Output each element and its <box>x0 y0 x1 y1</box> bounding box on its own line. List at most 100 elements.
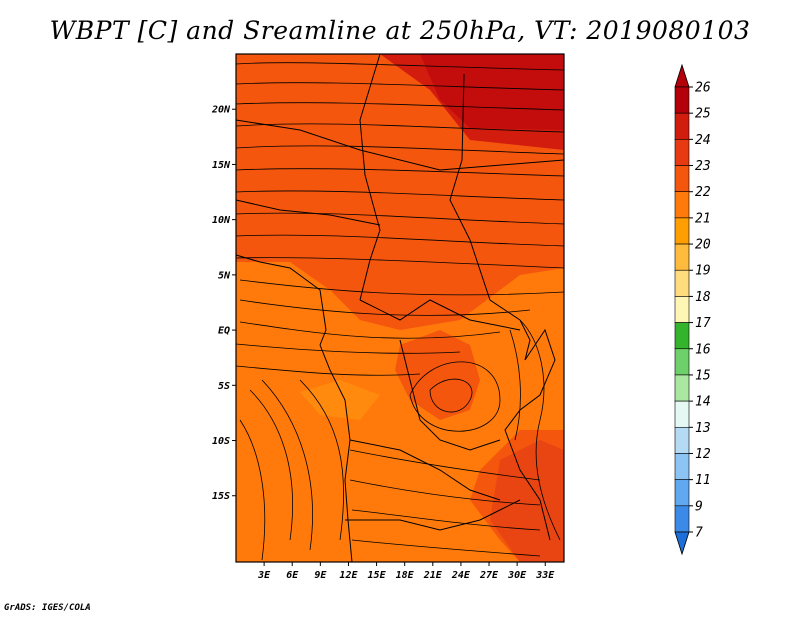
colorbar-label: 19 <box>695 264 711 279</box>
streamline <box>236 234 564 247</box>
colorbar-label: 18 <box>695 290 711 305</box>
streamline <box>351 539 541 557</box>
colorbar-swatch <box>674 453 690 480</box>
streamline <box>236 82 564 91</box>
lat-tick-label: 15N <box>212 160 231 171</box>
streamline-eddy <box>429 378 473 413</box>
colorbar-label: 9 <box>695 499 703 514</box>
colorbar-label: 25 <box>695 107 711 122</box>
colorbar-label: 15 <box>695 368 711 383</box>
streamline <box>236 257 564 269</box>
colorbar-swatch <box>674 269 690 297</box>
colorbar-label: 14 <box>695 395 711 410</box>
border-f <box>399 339 501 451</box>
colorbar-label: 24 <box>695 133 711 148</box>
border-b <box>449 73 521 321</box>
colorbar-swatch <box>674 243 690 271</box>
colorbar-label: 22 <box>695 185 711 200</box>
colorbar: 26 25 24 23 22 21 20 19 18 17 16 15 14 13 12 11 9 7 <box>674 63 711 556</box>
shade-21-patch <box>300 380 380 420</box>
streamline <box>239 321 501 339</box>
streamline <box>236 102 564 111</box>
colorbar-label: 12 <box>695 447 711 462</box>
colorbar-swatch <box>674 86 690 114</box>
colorbar-label: 23 <box>695 159 711 174</box>
colorbar-swatch <box>674 426 690 454</box>
lon-tick-label: 18E <box>396 570 415 581</box>
colorbar-swatch <box>674 296 690 323</box>
colorbar-label: 11 <box>695 473 711 488</box>
lon-tick-label: 21E <box>423 570 443 581</box>
colorbar-label: 13 <box>695 421 711 436</box>
streamline <box>239 419 266 561</box>
streamline <box>236 365 421 376</box>
lat-tick-label: 5N <box>218 270 231 281</box>
shade-25b <box>420 54 564 130</box>
shade-23-core <box>395 330 480 420</box>
colorbar-label: 21 <box>695 211 711 226</box>
streamline <box>236 62 564 71</box>
colorbar-swatch <box>674 139 690 166</box>
streamline <box>236 343 461 354</box>
border-h <box>345 499 521 531</box>
lon-tick-label: 15E <box>368 570 387 581</box>
border-e <box>359 299 521 331</box>
streamline-eddy <box>409 361 501 432</box>
colorbar-swatch <box>674 112 690 140</box>
wbpt-shading <box>236 54 564 562</box>
border-g <box>349 439 501 501</box>
lake-border <box>504 319 556 541</box>
shade-24-south <box>490 440 564 562</box>
colorbar-label: 20 <box>695 238 711 253</box>
lon-tick-label: 3E <box>257 570 271 581</box>
border-d <box>236 199 381 226</box>
streamline <box>236 145 564 155</box>
colorbar-swatch <box>674 191 690 219</box>
latitude-axis: 20N 15N 10N 5N EQ 5S 10S 15S <box>211 105 236 502</box>
colorbar-swatch <box>674 400 690 428</box>
map-title: WBPT [C] and Sreamline at 250hPa, VT: 20… <box>49 16 751 45</box>
streamlines <box>236 62 564 561</box>
lat-tick-label: 10S <box>212 436 230 447</box>
longitude-axis: 3E 6E 9E 12E 15E 18E 21E 24E 27E 30E 33E <box>257 562 555 581</box>
lon-tick-label: 33E <box>535 570 555 581</box>
colorbar-swatch <box>674 322 690 350</box>
colorbar-top-arrow <box>674 63 690 88</box>
colorbar-swatch <box>674 348 690 376</box>
grads-credit: GrADS: IGES/COLA <box>4 603 91 613</box>
lon-tick-label: 24E <box>451 570 471 581</box>
coastline-west <box>236 254 327 346</box>
country-borders <box>236 54 564 562</box>
colorbar-bottom-arrow <box>674 531 690 556</box>
streamline <box>351 509 541 531</box>
plot-frame <box>235 53 565 563</box>
colorbar-label: 26 <box>695 81 711 96</box>
streamline <box>519 319 561 541</box>
lat-tick-label: 10N <box>212 215 231 226</box>
lon-tick-label: 30E <box>507 570 527 581</box>
streamline <box>349 449 541 481</box>
streamline <box>236 123 564 133</box>
colorbar-label: 17 <box>695 316 711 331</box>
shade-22 <box>236 262 564 562</box>
streamline <box>509 329 521 441</box>
lon-tick-label: 6E <box>286 570 299 581</box>
streamline <box>349 479 541 506</box>
colorbar-swatch <box>674 165 690 193</box>
lat-tick-label: 5S <box>218 381 230 392</box>
colorbar-swatch <box>674 479 690 507</box>
streamline <box>299 379 344 541</box>
colorbar-label: 7 <box>695 526 703 541</box>
lon-tick-label: 12E <box>339 570 358 581</box>
border-a <box>359 54 381 301</box>
colorbar-label: 16 <box>695 342 711 357</box>
border-c <box>236 119 564 171</box>
colorbar-swatch <box>674 505 690 533</box>
lat-tick-label: EQ <box>218 326 230 337</box>
lon-tick-label: 9E <box>314 570 327 581</box>
streamline <box>236 190 564 201</box>
streamline <box>236 168 564 177</box>
lat-tick-label: 20N <box>211 105 231 116</box>
lat-tick-label: 15S <box>212 491 230 502</box>
